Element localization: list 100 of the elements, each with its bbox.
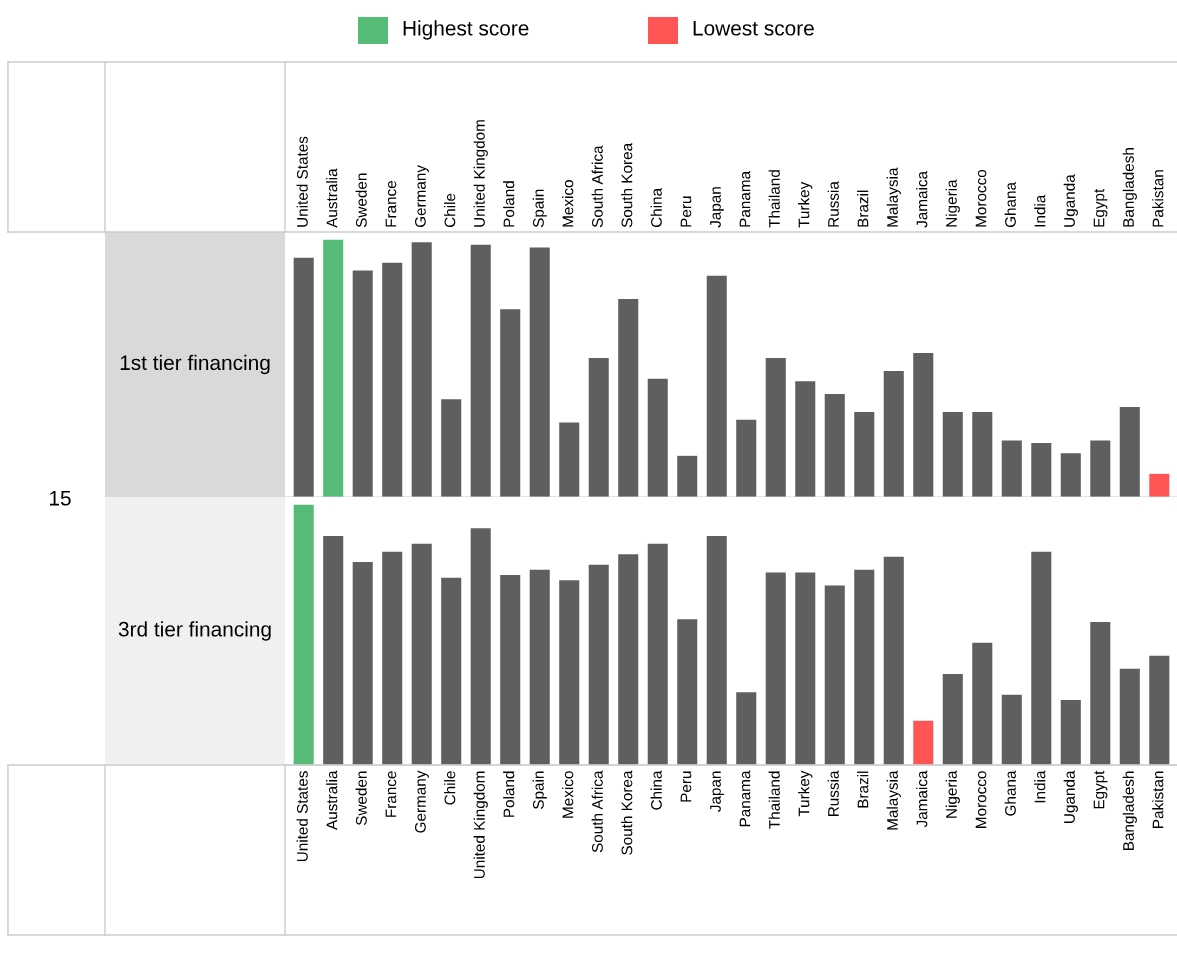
x-tick-label: Ghana	[1004, 770, 1016, 816]
bar	[736, 419, 757, 497]
x-tick-label: Mexico	[562, 180, 574, 227]
bar	[618, 298, 639, 497]
x-tick-label: South Korea	[621, 770, 633, 855]
bar	[854, 412, 875, 497]
bar	[323, 536, 344, 765]
x-tick-label: India	[1034, 194, 1046, 227]
bar	[293, 257, 314, 497]
bar	[647, 543, 668, 765]
bar	[500, 309, 521, 497]
bar	[529, 569, 550, 765]
bar	[1149, 655, 1170, 765]
x-tick-label: Chile	[444, 771, 456, 805]
x-tick-label: Peru	[680, 196, 692, 227]
x-tick-label: Mexico	[562, 771, 574, 818]
x-tick-label: Thailand	[768, 170, 780, 228]
x-tick-label: Thailand	[768, 771, 780, 829]
bar	[411, 543, 432, 765]
x-tick-label: Bangladesh	[1122, 771, 1137, 850]
x-tick-label: China	[650, 770, 662, 810]
x-tick-label: Jamaica	[916, 170, 928, 228]
bar	[795, 381, 816, 497]
bar	[352, 270, 373, 497]
bar	[470, 244, 491, 497]
x-tick-label: Pakistan	[1152, 771, 1164, 828]
text: 1st tier financing	[120, 354, 270, 375]
x-tick-label: India	[1034, 770, 1046, 803]
x-tick-label: Japan	[710, 771, 724, 812]
bar	[1119, 668, 1140, 765]
x-tick-label: Poland	[503, 181, 515, 227]
x-tick-label: France	[385, 771, 397, 817]
bar	[1119, 406, 1140, 497]
x-tick-label: South Africa	[591, 770, 603, 853]
bar	[942, 412, 963, 497]
x-tick-label: Australia	[326, 168, 338, 228]
bar	[559, 422, 580, 497]
bar	[677, 455, 698, 497]
x-tick-label: Chile	[444, 193, 456, 228]
bar	[1090, 440, 1111, 497]
bar	[647, 378, 668, 497]
bar	[559, 580, 580, 765]
x-tick-label: Morocco	[975, 771, 987, 828]
bar	[795, 572, 816, 765]
bar	[411, 242, 432, 497]
bar	[942, 673, 963, 765]
x-tick-label: Brazil	[857, 771, 869, 808]
bar	[765, 358, 786, 497]
bar	[1031, 551, 1052, 765]
bar	[1001, 694, 1022, 765]
bar	[972, 642, 993, 765]
bar	[854, 569, 875, 765]
x-tick-label: Jamaica	[916, 770, 928, 828]
bar	[706, 275, 727, 497]
text: Highest score	[403, 20, 529, 40]
bar	[293, 504, 314, 765]
x-tick-label: Spain	[532, 189, 547, 228]
x-tick-label: United States	[296, 136, 308, 227]
x-tick-label: China	[650, 187, 662, 228]
bar	[382, 262, 403, 497]
bar	[765, 572, 786, 765]
x-tick-label: Egypt	[1093, 188, 1108, 227]
bar	[323, 239, 344, 497]
bar	[352, 562, 373, 765]
x-tick-label: United States	[296, 771, 308, 862]
x-tick-label: Morocco	[975, 169, 987, 227]
x-tick-label: Sweden	[355, 173, 367, 228]
bar	[1090, 621, 1111, 765]
x-tick-label: South Africa	[591, 145, 603, 228]
x-tick-label: Malaysia	[886, 167, 901, 227]
bar	[972, 412, 993, 497]
x-tick-label: Panama	[739, 170, 751, 227]
x-tick-label: Ghana	[1004, 181, 1016, 228]
x-tick-label: Peru	[680, 771, 692, 802]
x-tick-label: United Kingdom	[473, 120, 488, 227]
bar	[824, 394, 845, 497]
x-tick-label: Sweden	[355, 771, 367, 826]
bar	[1031, 442, 1052, 497]
bar	[736, 692, 757, 765]
text: Lowest score	[693, 21, 814, 36]
bar	[382, 551, 403, 765]
x-tick-label: Nigeria	[945, 770, 960, 818]
bar	[1060, 453, 1081, 497]
x-tick-label: Poland	[503, 771, 515, 817]
x-tick-label: South Korea	[621, 142, 633, 228]
bar	[913, 720, 934, 765]
x-tick-label: Egypt	[1093, 770, 1108, 809]
x-tick-label: Russia	[827, 181, 839, 227]
bar	[824, 585, 845, 765]
x-tick-label: Turkey	[798, 181, 813, 228]
bar	[1001, 440, 1022, 497]
bar	[677, 619, 698, 765]
bar	[883, 370, 904, 497]
bar	[883, 556, 904, 765]
x-tick-label: Germany	[415, 165, 429, 228]
x-tick-label: Bangladesh	[1122, 148, 1137, 227]
bar	[529, 247, 550, 497]
x-tick-label: France	[385, 180, 397, 227]
bar	[500, 575, 521, 765]
bar	[618, 554, 639, 765]
